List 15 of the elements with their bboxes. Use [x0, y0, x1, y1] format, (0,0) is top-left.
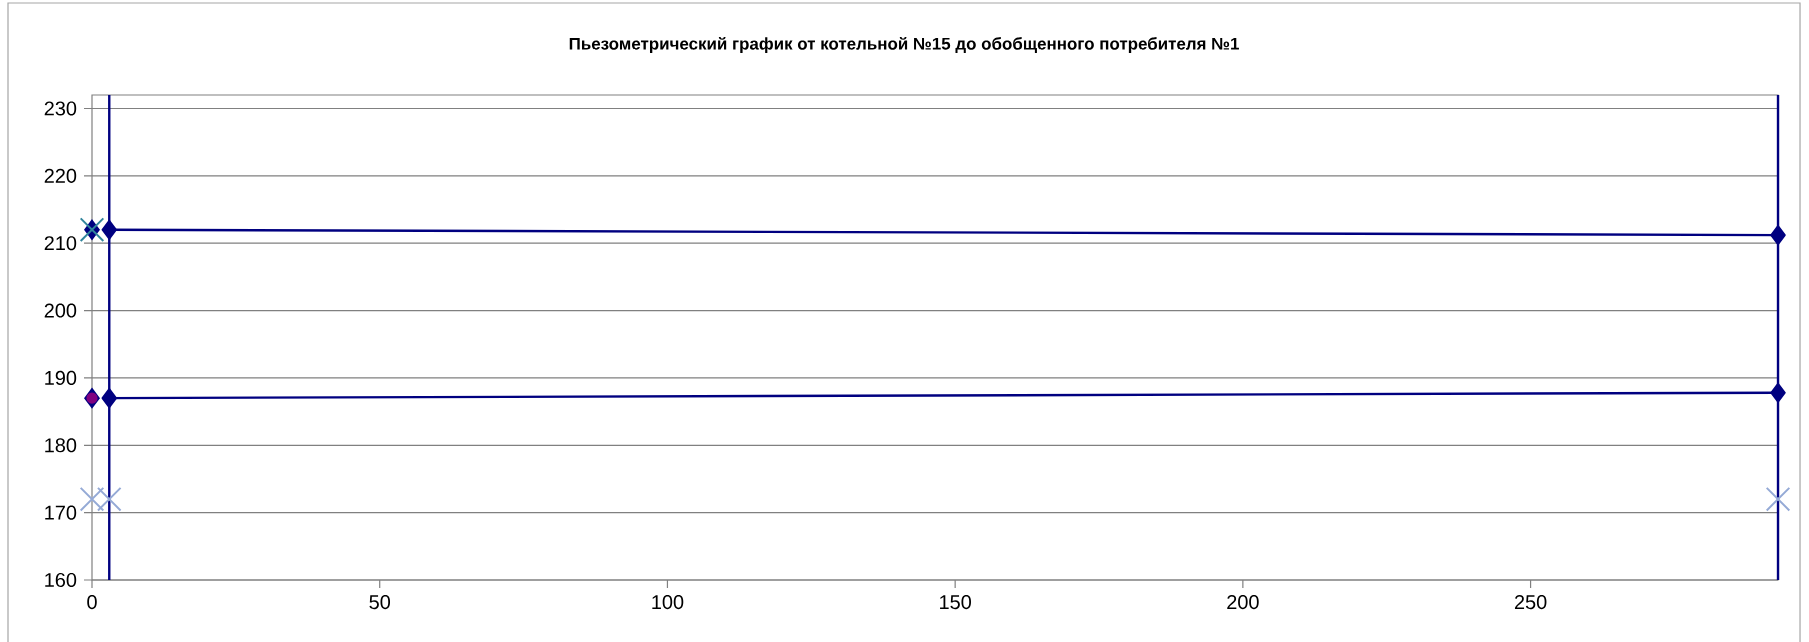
x-tick-label: 50 [369, 595, 391, 610]
y-tick-label: 220 [44, 168, 77, 183]
y-tick-label: 210 [44, 236, 77, 251]
y-tick-label: 200 [44, 303, 77, 318]
x-tick-label: 250 [1514, 595, 1547, 610]
x-tick-label: 100 [652, 595, 684, 610]
y-tick-label: 190 [45, 370, 77, 385]
x-tick-label: 0 [87, 595, 97, 610]
chart-title: Пьезометрический график от котельной №15 до обобщенного потребителя №1 [569, 36, 1239, 54]
y-tick-label: 170 [45, 505, 77, 520]
x-tick-label: 150 [940, 595, 971, 610]
y-tick-label: 160 [45, 572, 77, 588]
x-tick-label: 200 [1227, 595, 1259, 610]
y-tick-label: 180 [45, 438, 77, 453]
y-tick-label: 230 [44, 101, 77, 116]
